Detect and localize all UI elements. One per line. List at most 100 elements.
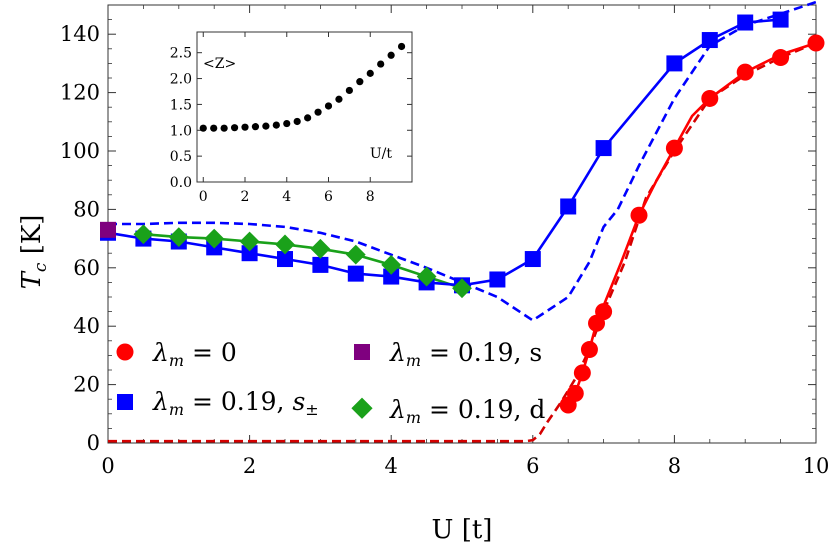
blue-square-point	[489, 271, 506, 288]
x-tick-label: 0	[101, 454, 114, 478]
purple-square-point	[100, 221, 116, 238]
inset-x-label: U/t	[370, 146, 393, 162]
legend-label-1: λm = 0.19, s±	[152, 387, 319, 419]
blue-square-point	[595, 140, 612, 157]
y-tick-label: 0	[87, 431, 100, 455]
y-tick-label: 140	[60, 22, 100, 46]
green-diamond-point	[204, 228, 225, 249]
blue-square-point	[701, 32, 718, 49]
inset-point	[220, 124, 228, 132]
red-circle-point	[772, 49, 790, 67]
y-tick-label: 40	[73, 314, 100, 338]
inset-point	[335, 95, 343, 103]
inset-y-tick-label: 0.5	[170, 149, 192, 165]
red-circle-point	[807, 34, 825, 52]
blue-square-point	[772, 11, 789, 28]
blue-square-point	[347, 265, 364, 282]
red-circle-point	[573, 364, 591, 382]
blue-square-point	[737, 14, 754, 31]
green-solid-curve	[143, 232, 463, 290]
inset-point	[272, 121, 280, 129]
inset-chart: 0 2 4 6 8 0.0 0.5 1.0 1.5 2.0 2.5 <Z> U/t	[170, 31, 413, 205]
inset-point	[324, 102, 333, 110]
inset-point	[314, 108, 322, 116]
red-circle-point	[665, 139, 683, 157]
legend-marker-purple-square	[354, 344, 370, 360]
y-tick-label: 60	[73, 256, 100, 280]
x-tick-label: 2	[243, 454, 256, 478]
inset-point	[345, 86, 353, 95]
inset-point	[387, 51, 395, 59]
blue-square-point	[277, 251, 293, 268]
inset-point	[251, 123, 260, 131]
red-circle-point	[630, 206, 648, 224]
inset-point	[262, 122, 270, 130]
inset-point	[356, 78, 364, 86]
red-circle-point	[736, 63, 754, 81]
legend: λm = 0 λm = 0.19, s± λm = 0.19, s λm = 0…	[116, 338, 545, 427]
y-tick-label: 80	[73, 197, 100, 221]
inset-x-tick-label: 4	[282, 189, 291, 205]
y-tick-label: 100	[60, 139, 100, 163]
inset-y-tick-label: 1.0	[170, 123, 192, 139]
blue-square-point	[666, 55, 683, 72]
green-diamond-point	[381, 254, 402, 275]
inset-point	[366, 69, 374, 77]
inset-point	[283, 119, 291, 128]
green-diamond-point	[275, 234, 295, 255]
legend-marker-green-diamond	[351, 397, 373, 419]
inset-point	[210, 124, 218, 132]
green-diamond-point	[310, 238, 331, 259]
inset-y-label: <Z>	[203, 56, 236, 72]
legend-marker-red-circle	[116, 343, 134, 361]
blue-square-point	[524, 251, 541, 268]
inset-axis-ticks	[197, 32, 412, 183]
x-tick-label: 10	[803, 454, 830, 478]
inset-x-tick-label: 8	[366, 189, 375, 205]
legend-label-0: λm = 0	[152, 338, 237, 370]
inset-point	[241, 123, 249, 131]
main-axis-ticks	[107, 5, 817, 444]
red-circle-point	[595, 303, 613, 321]
inset-point	[397, 42, 406, 51]
legend-label-3: λm = 0.19, d	[389, 395, 545, 427]
inset-x-tick-label: 2	[241, 189, 250, 205]
inset-y-tick-label: 0.0	[170, 175, 192, 191]
green-diamond-point	[133, 224, 154, 245]
x-axis-label: U [t]	[432, 515, 493, 545]
blue-square-point	[383, 268, 400, 285]
blue-square-point	[312, 256, 329, 273]
y-tick-label: 120	[60, 81, 100, 105]
red-circle-point	[580, 341, 598, 359]
red-circle-point	[701, 89, 719, 107]
green-diamond-point	[168, 227, 189, 248]
y-tick-label: 20	[73, 373, 100, 397]
inset-x-tick-label: 0	[199, 189, 208, 205]
x-tick-label: 8	[668, 454, 681, 478]
inset-y-tick-label: 1.5	[170, 97, 192, 113]
legend-label-2: λm = 0.19, s	[389, 338, 542, 370]
inset-point	[293, 117, 301, 126]
inset-frame	[196, 31, 413, 183]
red-circle-point	[566, 384, 584, 402]
blue-dashed-curve	[108, 0, 817, 322]
inset-y-tick-label: 2.5	[170, 46, 192, 62]
blue-square-point	[560, 198, 577, 215]
inset-x-tick-label: 6	[324, 189, 333, 205]
x-tick-label: 4	[385, 454, 398, 478]
inset-tick-labels: 0 2 4 6 8 0.0 0.5 1.0 1.5 2.0 2.5	[170, 46, 375, 205]
inset-points	[199, 42, 406, 132]
green-diamond-point	[345, 244, 366, 265]
green-diamond-point	[239, 231, 260, 252]
inset-point	[199, 124, 207, 132]
inset-y-tick-label: 2.0	[170, 72, 192, 88]
inset-point	[304, 114, 312, 122]
legend-marker-blue-square	[117, 394, 133, 410]
y-axis-label: Tc [K]	[17, 215, 51, 290]
green-diamond-point	[416, 266, 437, 287]
inset-point	[377, 60, 385, 68]
inset-point	[230, 124, 239, 132]
green-diamond-point	[452, 278, 472, 299]
